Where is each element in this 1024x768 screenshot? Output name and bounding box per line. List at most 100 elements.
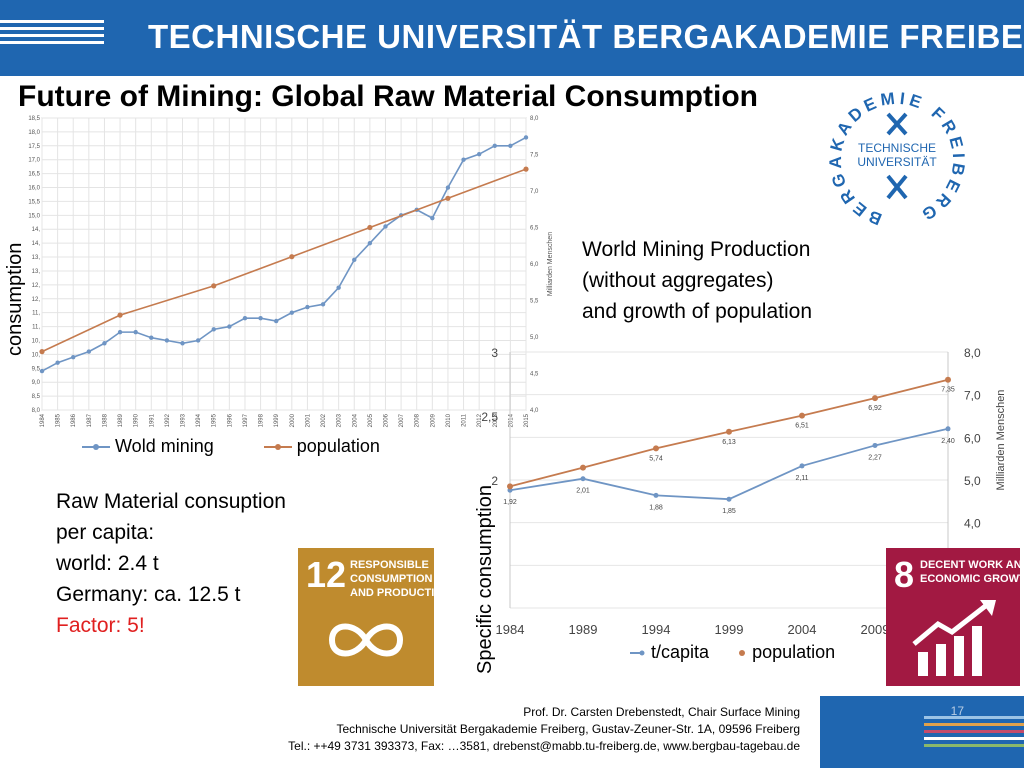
header-stripes: [0, 20, 104, 52]
chart1-y-tick: 12,: [32, 283, 41, 289]
chart1-y2-tick: 8,0: [530, 116, 539, 122]
footer-line-2: Technische Universität Bergakademie Frei…: [336, 722, 800, 736]
chart1-x-tick: 1988: [102, 413, 108, 427]
chart1-x-tick: 2012: [477, 413, 483, 427]
chart2-y-tick: 2,5: [481, 410, 498, 424]
chart1-mining-point: [211, 327, 216, 332]
chart2-x-tick: 1994: [642, 622, 671, 637]
page-number: 17: [950, 704, 964, 718]
infinity-icon: [328, 623, 404, 657]
chart2-capita-point: [726, 496, 732, 502]
chart1-population-point: [367, 224, 373, 231]
chart1-x-tick: 2002: [321, 413, 327, 427]
chart2-population-point: [872, 395, 878, 402]
corner-stripe: [924, 716, 1024, 719]
chart1-y2-tick: 4,0: [530, 408, 539, 414]
corner-stripe: [924, 723, 1024, 726]
chart1-mining-point: [352, 257, 357, 263]
chart1-y-tick: 16,5: [28, 172, 40, 178]
world-mining-line-1: World Mining Production: [582, 238, 811, 261]
world-mining-line-2: (without aggregates): [582, 269, 774, 292]
chart2-y-tick: 2: [491, 474, 498, 488]
chart1-x-tick: 2006: [383, 413, 389, 427]
footer-corner: 17: [820, 696, 1024, 768]
legend-pop-label: population: [752, 642, 836, 662]
legend-orange-marker-icon: [263, 444, 292, 451]
chart1-x-tick: 1984: [40, 413, 46, 427]
chart1-x-tick: 1994: [196, 413, 202, 427]
chart2-capita-label: 1,88: [649, 504, 663, 511]
chart1-y-tick: 18,0: [28, 130, 40, 136]
chart-world-mining: 8,0 8,5 9,0 9,5 10, 10, 11, 11, 12, 12, 13, 13, 14, 1…: [28, 116, 554, 427]
legend-blue-marker-icon: [82, 444, 110, 451]
corner-stripe: [924, 744, 1024, 747]
chart2-population-point: [799, 412, 805, 419]
chart1-mining-point: [289, 310, 295, 315]
chart1-mining-point: [258, 316, 263, 321]
chart1-y2-tick: 5,5: [530, 299, 539, 305]
chart1-x-tick: 1989: [118, 413, 124, 427]
chart1-y2-tick: 6,0: [530, 262, 539, 268]
chart2-x-tick: 2004: [788, 622, 817, 637]
chart2-x-tick: 1989: [569, 622, 598, 637]
chart1-plot-area: [41, 117, 527, 411]
footer-text: Prof. Dr. Carsten Drebenstedt, Chair Sur…: [288, 704, 800, 755]
sdg8-text: DECENT WORK AND ECONOMIC GROWTH: [920, 559, 1024, 585]
university-seal-logo: BERGAKADEMIE FREIBERG TECHNISCHE UNIVERS…: [826, 88, 964, 228]
chart1-x-tick: 1985: [56, 413, 62, 427]
logo-center-line-1: TECHNISCHE: [858, 141, 936, 155]
chart1-x-tick: 1995: [212, 413, 218, 427]
chart2-population-point: [580, 464, 586, 471]
chart1-y2-tick: 4,5: [530, 372, 539, 378]
raw-material-text: Raw Material consuption per capita: worl…: [56, 486, 286, 641]
chart1-mining-point: [430, 215, 435, 221]
chart1-y-tick: 18,5: [28, 116, 40, 122]
chart2-y2-tick: 7,0: [964, 389, 981, 403]
chart1-y-tick: 10,: [32, 352, 41, 358]
chart1-y-tick: 11,: [32, 325, 40, 331]
chart1-x-tick: 2014: [508, 413, 514, 427]
chart2-x-tick: 1999: [715, 622, 744, 637]
chart2-x-tick: 1984: [496, 622, 525, 637]
chart1-y-tick: 17,0: [28, 158, 40, 164]
chart1-y-tick: 15,5: [28, 199, 40, 205]
chart1-y-tick: 17,5: [28, 144, 40, 150]
raw-line-2: per capita:: [56, 521, 155, 544]
chart2-population-label: 7,35: [941, 387, 955, 394]
chart1-x-tick: 1999: [274, 413, 280, 427]
chart2-y-tick: 3: [491, 346, 498, 360]
chart1-mining-point: [180, 341, 185, 346]
chart1-y-tick: 10,: [32, 338, 41, 344]
chart2-legend: t/capita population: [630, 642, 835, 663]
chart1-y-tick: 8,5: [32, 394, 41, 400]
chart1-x-tick: 1987: [87, 413, 93, 427]
factor-text: Factor: 5!: [56, 614, 145, 637]
world-mining-text: World Mining Production (without aggrega…: [582, 234, 812, 327]
chart1-x-tick: 2015: [524, 413, 530, 427]
chart1-population-point: [117, 312, 123, 318]
chart1-y-tick: 9,0: [32, 380, 41, 386]
chart1-mining-point: [195, 338, 201, 343]
chart2-capita-point: [580, 476, 586, 482]
chart1-population-point: [211, 283, 217, 289]
chart1-x-tick: 2010: [446, 413, 452, 427]
chart2-population-point: [507, 483, 513, 490]
chart1-x-tick: 2007: [399, 413, 405, 427]
chart1-y-tick: 14,: [32, 227, 41, 233]
chart1-population-point: [523, 166, 529, 172]
logo-center-line-2: UNIVERSITÄT: [857, 155, 937, 169]
sdg12-tile: 12 RESPONSIBLE CONSUMPTION AND PRODUCTIO…: [298, 548, 451, 686]
chart1-mining-point: [117, 329, 123, 335]
chart2-population-label: 6,51: [795, 423, 809, 430]
chart1-x-tick: 1992: [165, 413, 171, 427]
chart1-y2-label: Milliarden Menschen: [547, 232, 554, 296]
chart1-x-tick: 2009: [430, 413, 436, 427]
chart1-x-tick: 1996: [227, 413, 233, 427]
chart1-mining-point: [86, 349, 92, 354]
chart2-population-point: [726, 428, 732, 435]
chart1-y-tick: 14,: [32, 241, 41, 247]
header-title: TECHNISCHE UNIVERSITÄT BERGAKADEMIE FREI…: [148, 18, 1024, 55]
chart1-x-tick: 1986: [71, 413, 77, 427]
chart1-mining-point: [71, 354, 76, 360]
sdg12-number: 12: [306, 554, 347, 595]
